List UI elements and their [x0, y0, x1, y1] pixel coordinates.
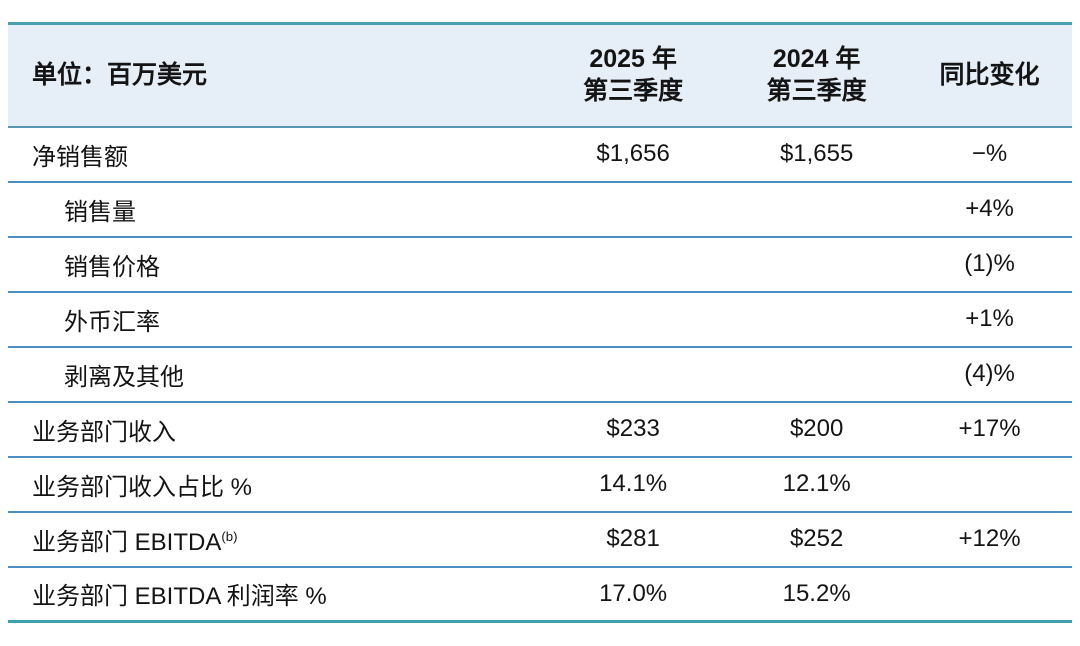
- header-col-2024-q3: 2024 年 第三季度: [766, 44, 867, 106]
- value-yoy: +17%: [958, 415, 1021, 442]
- value-2024-q3: $252: [789, 525, 844, 552]
- table-row: 销售量 +4%: [8, 181, 1072, 237]
- value-2024-q3: [726, 347, 907, 402]
- value-2024-q3: [726, 182, 907, 237]
- value-yoy: (4)%: [964, 360, 1015, 387]
- row-label: 业务部门 EBITDA(b): [8, 512, 540, 567]
- footnote-marker: (b): [221, 528, 238, 544]
- financial-results-table-container: 单位：百万美元 2025 年 第三季度 2024 年 第三季度 同比变化 净销售…: [8, 22, 1072, 623]
- value-2024-q3: 12.1%: [782, 470, 851, 497]
- table-body: 净销售额 $1,656 $1,655 −% 销售量 +4% 销售价格 (1)% …: [8, 126, 1072, 622]
- row-label: 剥离及其他: [64, 363, 184, 391]
- table-header: 单位：百万美元 2025 年 第三季度 2024 年 第三季度 同比变化: [8, 23, 1072, 127]
- table-row: 业务部门 EBITDA(b) $281 $252 +12%: [8, 511, 1072, 567]
- value-2025-q3: $281: [606, 525, 660, 552]
- value-yoy: −%: [971, 140, 1008, 167]
- row-label: 净销售额: [32, 143, 128, 171]
- value-yoy: [907, 567, 1072, 622]
- header-unit-label: 单位：百万美元: [32, 61, 208, 89]
- value-2025-q3: $1,656: [596, 140, 670, 167]
- header-col-yoy-change: 同比变化: [939, 61, 1040, 89]
- row-label: 外币汇率: [64, 308, 160, 336]
- row-label-text: 业务部门 EBITDA: [32, 528, 222, 556]
- table-row: 净销售额 $1,656 $1,655 −%: [8, 126, 1072, 182]
- table-row: 业务部门 EBITDA 利润率 % 17.0% 15.2%: [8, 566, 1072, 622]
- table-row: 外币汇率 +1%: [8, 291, 1072, 347]
- row-label: 业务部门收入占比 %: [32, 473, 253, 501]
- value-2025-q3: [540, 292, 726, 347]
- value-yoy: +4%: [965, 195, 1014, 222]
- value-2025-q3: 17.0%: [599, 579, 668, 607]
- value-2024-q3: $200: [789, 415, 844, 442]
- table-row: 业务部门收入 $233 $200 +17%: [8, 401, 1072, 457]
- table-row: 销售价格 (1)%: [8, 236, 1072, 292]
- value-2025-q3: [540, 182, 726, 237]
- value-yoy: (1)%: [964, 250, 1015, 277]
- value-2025-q3: 14.1%: [599, 470, 668, 497]
- financial-results-table: 单位：百万美元 2025 年 第三季度 2024 年 第三季度 同比变化 净销售…: [8, 22, 1072, 623]
- value-2025-q3: [540, 347, 726, 402]
- value-2024-q3: 15.2%: [782, 579, 851, 607]
- value-yoy: [907, 457, 1072, 512]
- value-yoy: +1%: [965, 305, 1014, 332]
- header-col-2025-q3: 2025 年 第三季度: [583, 44, 684, 106]
- header-row: 单位：百万美元 2025 年 第三季度 2024 年 第三季度 同比变化: [8, 23, 1072, 127]
- value-2024-q3: [726, 292, 907, 347]
- row-label: 销售量: [64, 198, 136, 226]
- table-row: 剥离及其他 (4)%: [8, 346, 1072, 402]
- value-2024-q3: $1,655: [779, 140, 854, 167]
- table-row: 业务部门收入占比 % 14.1% 12.1%: [8, 456, 1072, 512]
- value-yoy: +12%: [958, 525, 1021, 552]
- value-2025-q3: $233: [606, 415, 660, 442]
- value-2025-q3: [540, 237, 726, 292]
- value-2024-q3: [726, 237, 907, 292]
- row-label: 销售价格: [64, 253, 160, 281]
- row-label: 业务部门收入: [32, 418, 176, 446]
- row-label: 业务部门 EBITDA 利润率 %: [32, 583, 327, 611]
